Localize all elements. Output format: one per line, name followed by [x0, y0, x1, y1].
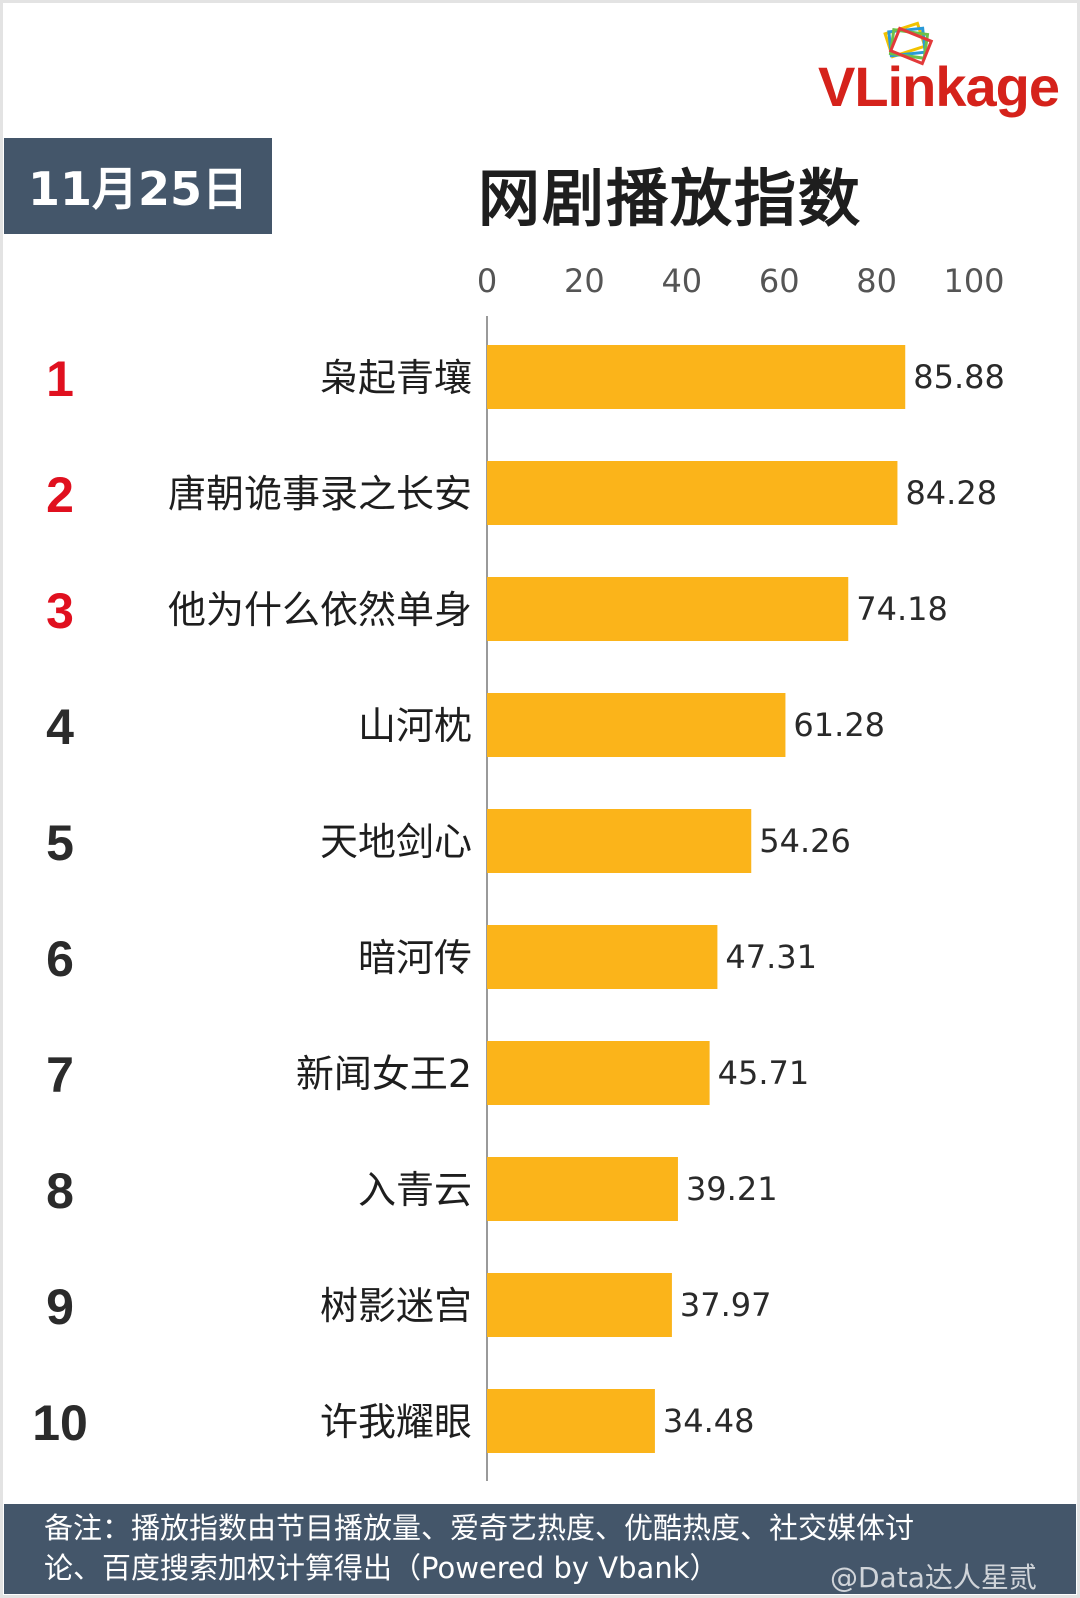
rank-number: 1 [46, 351, 74, 407]
vlinkage-logo: VLinkage [818, 20, 1068, 120]
value-label: 54.26 [759, 822, 851, 860]
value-label: 74.18 [856, 590, 948, 628]
x-tick-label: 60 [759, 262, 800, 300]
category-label: 暗河传 [358, 936, 472, 980]
chart-title: 网剧播放指数 [477, 162, 862, 235]
x-tick-label: 80 [856, 262, 897, 300]
bar [487, 1041, 710, 1105]
value-label: 61.28 [793, 706, 885, 744]
x-tick-label: 20 [564, 262, 605, 300]
bar [487, 461, 898, 525]
bar [487, 925, 718, 989]
category-label: 山河枕 [358, 704, 472, 748]
stacked-cards-icon [883, 21, 934, 66]
rank-number: 2 [46, 467, 74, 523]
value-label: 34.48 [663, 1402, 755, 1440]
bar [487, 1273, 672, 1337]
category-label: 唐朝诡事录之长安 [168, 472, 472, 516]
value-label: 45.71 [718, 1054, 810, 1092]
footer-note: 备注：播放指数由节目播放量、爱奇艺热度、优酷热度、社交媒体讨 论、百度搜索加权计… [4, 1504, 1076, 1594]
date-badge: 11月25日 [4, 138, 272, 234]
category-label: 新闻女王2 [296, 1052, 472, 1096]
watermark: @Data达人星贰 [830, 1561, 1037, 1594]
bar [487, 693, 786, 757]
bar [487, 1389, 655, 1453]
logo-text: VLinkage [818, 55, 1060, 118]
value-label: 47.31 [725, 938, 817, 976]
category-label: 许我耀眼 [320, 1400, 472, 1444]
rank-number: 5 [46, 815, 74, 871]
rank-number: 9 [46, 1279, 74, 1335]
rank-number: 10 [32, 1395, 88, 1451]
value-label: 37.97 [680, 1286, 772, 1324]
category-label: 入青云 [358, 1168, 472, 1212]
category-label: 天地剑心 [320, 820, 472, 864]
bar-chart: 0 20 40 60 80 100 1 枭起青壤 85.88 2 唐朝诡事录之长安 84.28 3 他为什… [32, 262, 1005, 1481]
rank-number: 3 [46, 583, 74, 639]
rank-number: 6 [46, 931, 74, 987]
category-label: 枭起青壤 [320, 356, 472, 400]
bar [487, 809, 752, 873]
footer-note-line-2: 论、百度搜索加权计算得出（Powered by Vbank） [44, 1551, 719, 1585]
bar [487, 345, 906, 409]
value-label: 84.28 [905, 474, 997, 512]
value-label: 85.88 [913, 358, 1005, 396]
value-label: 39.21 [686, 1170, 778, 1208]
x-tick-label: 100 [943, 262, 1004, 300]
category-label: 他为什么依然单身 [168, 588, 472, 632]
x-tick-label: 40 [661, 262, 702, 300]
rank-number: 4 [46, 699, 74, 755]
rank-number: 8 [46, 1163, 74, 1219]
x-tick-label: 0 [477, 262, 497, 300]
footer-note-line-1: 备注：播放指数由节目播放量、爱奇艺热度、优酷热度、社交媒体讨 [44, 1511, 915, 1545]
bar [487, 1157, 678, 1221]
bar [487, 577, 849, 641]
rank-number: 7 [46, 1047, 74, 1103]
category-label: 树影迷宫 [320, 1284, 472, 1328]
